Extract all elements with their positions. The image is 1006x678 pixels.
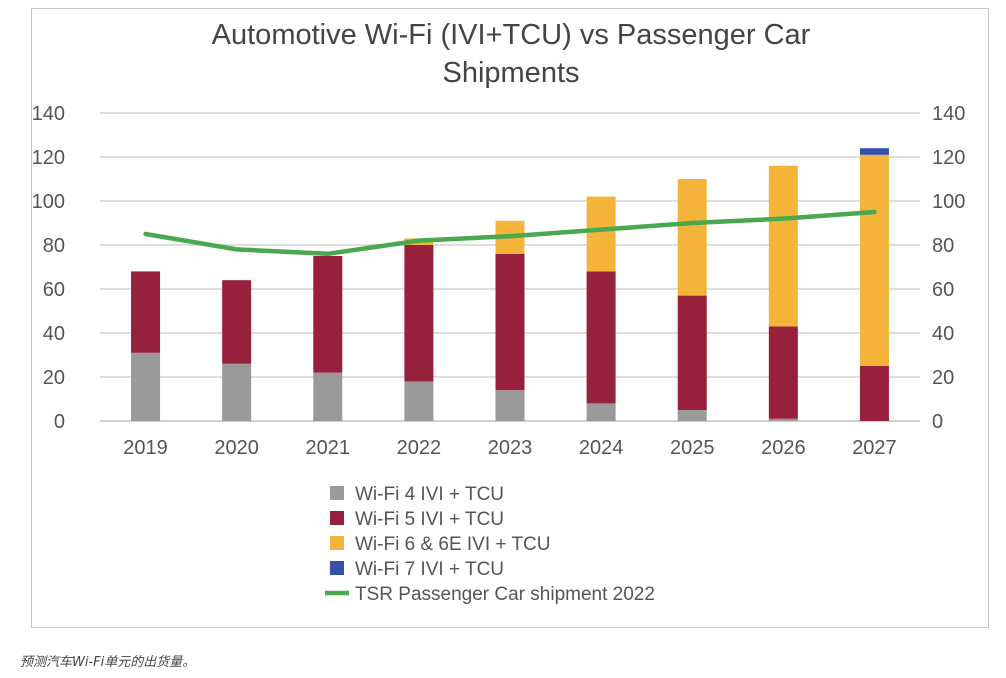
legend-label: Wi-Fi 4 IVI + TCU [355, 484, 504, 505]
bar-segment [677, 295, 707, 410]
legend-label: Wi-Fi 7 IVI + TCU [355, 559, 504, 580]
bar-segment [222, 363, 252, 421]
bar-segment [313, 372, 343, 421]
legend-label: TSR Passenger Car shipment 2022 [355, 584, 655, 605]
bar-segment [495, 390, 525, 421]
y-tick-label-left: 120 [32, 147, 65, 169]
legend-swatch [330, 536, 344, 550]
legend: Wi-Fi 4 IVI + TCU Wi-Fi 5 IVI + TCU Wi-Fi … [325, 484, 655, 605]
line-series [143, 209, 877, 257]
chart-title-line: Automotive Wi-Fi (IVI+TCU) vs Passenger … [212, 19, 811, 51]
chart-title-line: Shipments [442, 57, 579, 89]
bar-segment [404, 245, 434, 382]
x-tick-label: 2026 [761, 437, 806, 459]
legend-label: Wi-Fi 6 & 6E IVI + TCU [355, 534, 551, 555]
x-tick-label: 2019 [123, 437, 168, 459]
shipment-line [143, 209, 877, 257]
bar-segment [768, 165, 798, 327]
y-tick-label-right: 80 [932, 235, 954, 257]
legend-swatch [330, 561, 344, 575]
x-tick-label: 2021 [306, 437, 351, 459]
bar-segment [768, 418, 798, 421]
chart-frame: Automotive Wi-Fi (IVI+TCU) vs Passenger … [31, 8, 989, 628]
y-tick-label-right: 20 [932, 367, 954, 389]
y-axis-right: 0 20 40 60 80 100 120 140 [932, 103, 965, 433]
y-tick-label-left: 80 [43, 235, 65, 257]
y-tick-label-left: 140 [32, 103, 65, 125]
bar-segment [495, 253, 525, 391]
x-axis: 2019 2020 2021 2022 2023 2024 2025 2026 2027 [123, 437, 896, 459]
bar-segment [677, 410, 707, 421]
bar-segment [586, 196, 616, 272]
y-tick-label-left: 0 [54, 411, 65, 433]
legend-swatch [330, 486, 344, 500]
y-tick-label-right: 140 [932, 103, 965, 125]
y-tick-label-right: 100 [932, 191, 965, 213]
y-axis-left: 0 20 40 60 80 100 120 140 [32, 103, 65, 433]
x-tick-label: 2027 [852, 437, 897, 459]
bar-segment [131, 352, 161, 421]
bar-segment [859, 148, 889, 155]
y-tick-label-left: 100 [32, 191, 65, 213]
y-tick-label-right: 0 [932, 411, 943, 433]
bar-segment [586, 403, 616, 421]
x-tick-label: 2025 [670, 437, 715, 459]
bar-segment [313, 256, 343, 373]
bar-segment [586, 271, 616, 404]
chart-title: Automotive Wi-Fi (IVI+TCU) vs Passenger … [212, 19, 811, 89]
x-tick-label: 2024 [579, 437, 624, 459]
bar-segment [131, 271, 161, 353]
y-tick-label-left: 60 [43, 279, 65, 301]
bars [131, 148, 889, 421]
x-tick-label: 2022 [397, 437, 442, 459]
bar-segment [404, 381, 434, 421]
x-tick-label: 2023 [488, 437, 533, 459]
legend-swatch [330, 511, 344, 525]
legend-label: Wi-Fi 5 IVI + TCU [355, 509, 504, 530]
y-tick-label-left: 40 [43, 323, 65, 345]
y-tick-label-right: 60 [932, 279, 954, 301]
bar-segment [859, 154, 889, 366]
chart-svg: Automotive Wi-Fi (IVI+TCU) vs Passenger … [32, 19, 965, 605]
figure-caption: 预测汽车Wi-Fi单元的出货量。 [20, 655, 196, 670]
bar-segment [222, 280, 252, 364]
bar-segment [859, 366, 889, 421]
y-tick-label-right: 40 [932, 323, 954, 345]
bar-segment [677, 179, 707, 296]
y-tick-label-left: 20 [43, 367, 65, 389]
bar-segment [768, 326, 798, 419]
x-tick-label: 2020 [214, 437, 259, 459]
y-tick-label-right: 120 [932, 147, 965, 169]
